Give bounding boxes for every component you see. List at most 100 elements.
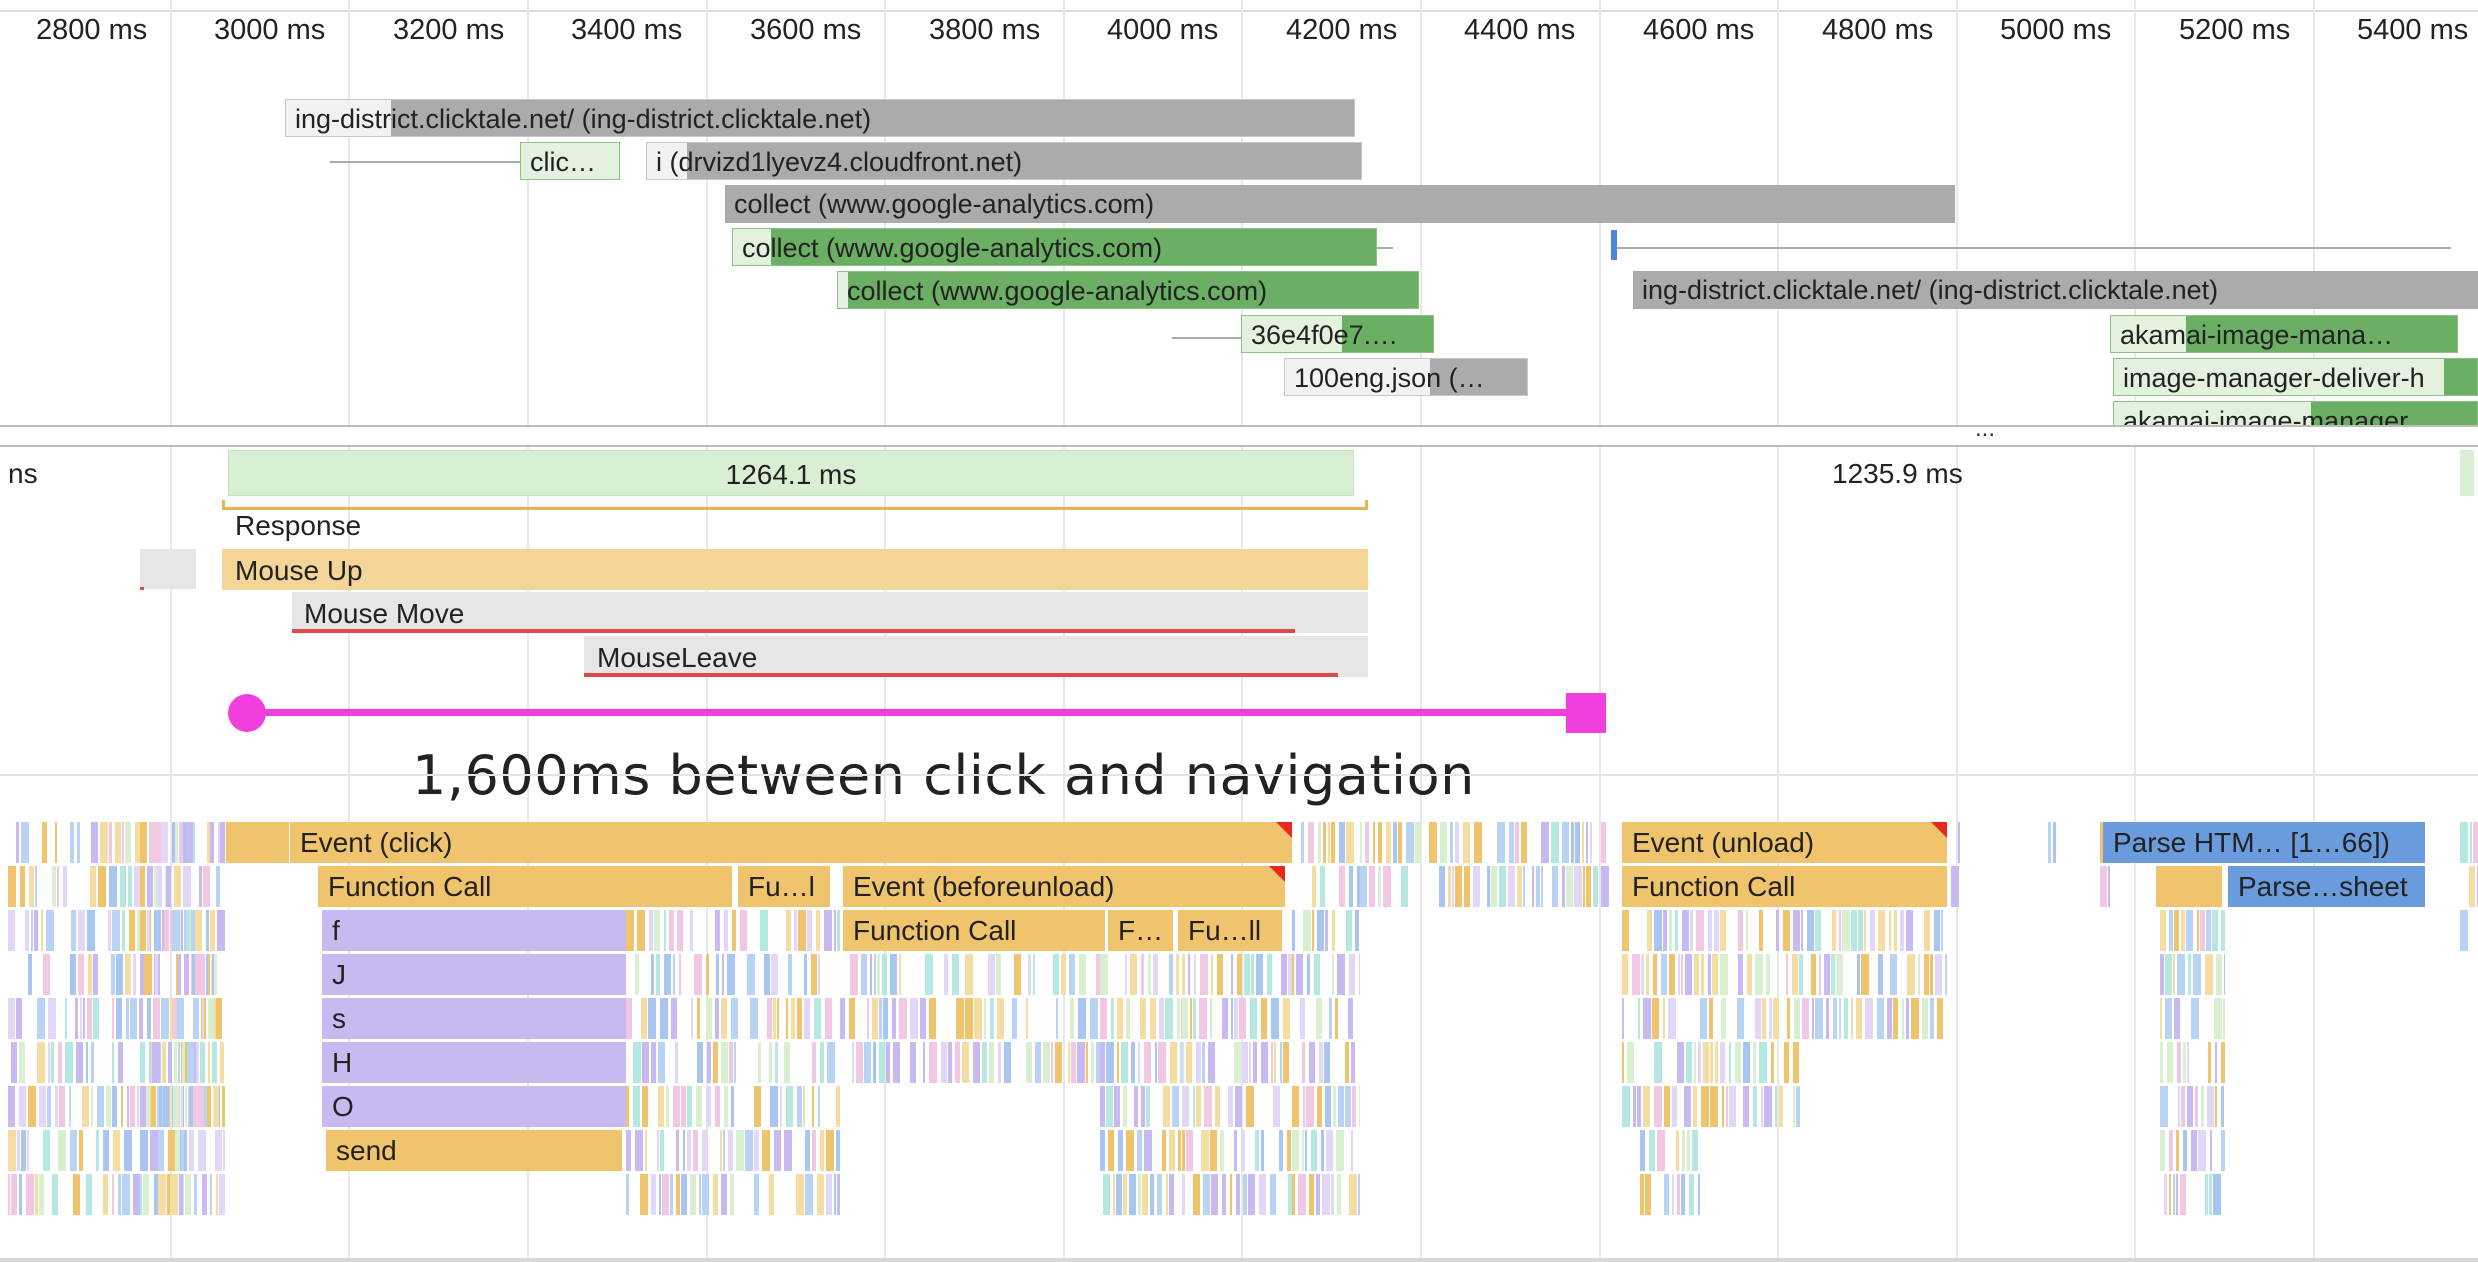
flame-slice bbox=[1807, 910, 1814, 951]
flame-slice bbox=[1632, 954, 1640, 995]
flame-slice bbox=[1182, 1130, 1185, 1171]
network-request[interactable]: collect (www.google-analytics.com) bbox=[725, 185, 1955, 223]
flame-slice bbox=[899, 954, 901, 995]
flame-slice bbox=[70, 954, 76, 995]
flame-slice bbox=[1346, 910, 1352, 951]
network-request[interactable]: i (drvizd1lyevz4.cloudfront.net) bbox=[646, 142, 1362, 180]
flame-slice bbox=[122, 910, 125, 951]
flame-slice bbox=[1698, 1174, 1700, 1215]
flame-slice bbox=[86, 1174, 92, 1215]
flame-slice bbox=[1738, 910, 1743, 951]
flame-slice bbox=[784, 1042, 790, 1083]
flame-slice bbox=[167, 1174, 170, 1215]
flame-slice bbox=[1177, 998, 1180, 1039]
flame-slice bbox=[697, 998, 700, 1039]
flame-slice bbox=[796, 1174, 804, 1215]
flame-slice bbox=[1162, 1130, 1166, 1171]
flame-slice bbox=[955, 1042, 960, 1083]
network-request[interactable]: collect (www.google-analytics.com) bbox=[732, 228, 1377, 266]
flame-slice bbox=[39, 1174, 44, 1215]
flame-slice bbox=[137, 1086, 139, 1127]
parse-html[interactable]: Parse HTM… [1…66]) bbox=[2103, 822, 2425, 863]
network-request[interactable]: akamai-image-mana… bbox=[2110, 315, 2458, 353]
flame-slice bbox=[149, 1042, 151, 1083]
flame-slice bbox=[16, 822, 19, 863]
flame-slice bbox=[139, 998, 143, 1039]
flame-slice bbox=[1309, 1042, 1315, 1083]
flame-slice bbox=[1028, 954, 1031, 995]
flame-slice bbox=[1331, 822, 1335, 863]
js-frame-send[interactable]: send bbox=[326, 1130, 622, 1171]
flame-slice bbox=[774, 1130, 781, 1171]
js-frame-s[interactable]: s bbox=[322, 998, 626, 1039]
flame-slice bbox=[1664, 1174, 1669, 1215]
flame-slice bbox=[1220, 1130, 1224, 1171]
flame-slice bbox=[2469, 866, 2475, 907]
flame-slice bbox=[16, 998, 22, 1039]
flame-slice bbox=[1349, 954, 1355, 995]
interaction-mouse-leave[interactable]: MouseLeave bbox=[584, 636, 1368, 677]
flame-slice bbox=[1301, 822, 1304, 863]
flame-slice bbox=[46, 910, 54, 951]
flame-slice bbox=[1181, 998, 1182, 1039]
flame-slice bbox=[28, 954, 32, 995]
flame-slice bbox=[207, 1086, 211, 1127]
function-call-unload[interactable]: Function Call bbox=[1622, 866, 1947, 907]
frame-bar[interactable] bbox=[2460, 450, 2474, 496]
flame-slice bbox=[1776, 910, 1779, 951]
flame-slice bbox=[1590, 822, 1592, 863]
flame-slice bbox=[1357, 866, 1360, 907]
flame-slice bbox=[671, 998, 677, 1039]
function-call-short[interactable]: Fu…l bbox=[738, 866, 830, 907]
function-call-beforeunload[interactable]: Function Call bbox=[843, 910, 1105, 951]
network-request[interactable]: image-manager-deliver-h bbox=[2113, 358, 2478, 396]
flame-slice bbox=[722, 954, 724, 995]
function-call-fu-ll[interactable]: Fu…ll bbox=[1178, 910, 1282, 951]
js-frame-H[interactable]: H bbox=[322, 1042, 626, 1083]
flame-slice bbox=[41, 910, 43, 951]
flame-slice bbox=[96, 1130, 99, 1171]
flame-slice bbox=[140, 866, 145, 907]
interaction-mouse-move[interactable]: Mouse Move bbox=[292, 592, 1368, 633]
js-frame-O[interactable]: O bbox=[322, 1086, 626, 1127]
network-request[interactable]: clic… bbox=[520, 142, 620, 180]
js-frame-J[interactable]: J bbox=[322, 954, 626, 995]
flame-slice bbox=[1406, 822, 1414, 863]
flame-slice bbox=[874, 954, 876, 995]
function-call[interactable]: Function Call bbox=[318, 866, 732, 907]
flame-slice bbox=[1690, 910, 1693, 951]
network-request[interactable]: 36e4f0e7.… bbox=[1241, 315, 1434, 353]
event-unload[interactable]: Event (unload) bbox=[1622, 822, 1947, 863]
network-request[interactable]: akamai-image-manager bbox=[2113, 401, 2478, 425]
network-request[interactable]: ing-district.clicktale.net/ (ing-distric… bbox=[285, 99, 1355, 137]
frame-bar[interactable]: 1264.1 ms bbox=[228, 450, 1354, 496]
flame-slice bbox=[1118, 1130, 1123, 1171]
flame-slice bbox=[1693, 1086, 1697, 1127]
function-call-f[interactable]: F… bbox=[1108, 910, 1173, 951]
timeline-ruler[interactable]: 2800 ms 3000 ms 3200 ms 3400 ms 3600 ms … bbox=[0, 0, 2478, 60]
flame-slice bbox=[1842, 910, 1850, 951]
flame-slice bbox=[713, 1174, 718, 1215]
flame-slice bbox=[177, 998, 184, 1039]
js-frame-f[interactable]: f bbox=[322, 910, 626, 951]
event-beforeunload[interactable]: Event (beforeunload) bbox=[843, 866, 1285, 907]
flame-slice bbox=[805, 1174, 813, 1215]
interaction-small bbox=[140, 587, 144, 590]
flame-slice bbox=[122, 1174, 130, 1215]
network-request[interactable]: collect (www.google-analytics.com) bbox=[837, 271, 1419, 309]
flame-slice bbox=[1373, 822, 1375, 863]
flame-slice bbox=[1771, 1042, 1774, 1083]
interaction-mouse-up[interactable]: Mouse Up bbox=[222, 549, 1368, 590]
flame-slice bbox=[1140, 998, 1146, 1039]
event-click-parent[interactable] bbox=[226, 822, 290, 863]
network-request[interactable]: ing-district.clicktale.net/ (ing-distric… bbox=[1633, 271, 2478, 309]
flame-slice bbox=[2473, 822, 2478, 863]
flame-slice bbox=[1369, 866, 1375, 907]
flame-slice bbox=[1694, 1042, 1696, 1083]
network-request[interactable]: 100eng.json (… bbox=[1284, 358, 1528, 396]
flame-slice bbox=[1687, 1130, 1690, 1171]
parse-stylesheet[interactable]: Parse…sheet bbox=[2228, 866, 2425, 907]
event-click[interactable]: Event (click) bbox=[290, 822, 1292, 863]
track-divider[interactable]: ... bbox=[0, 415, 2478, 447]
flame-slice bbox=[867, 998, 869, 1039]
